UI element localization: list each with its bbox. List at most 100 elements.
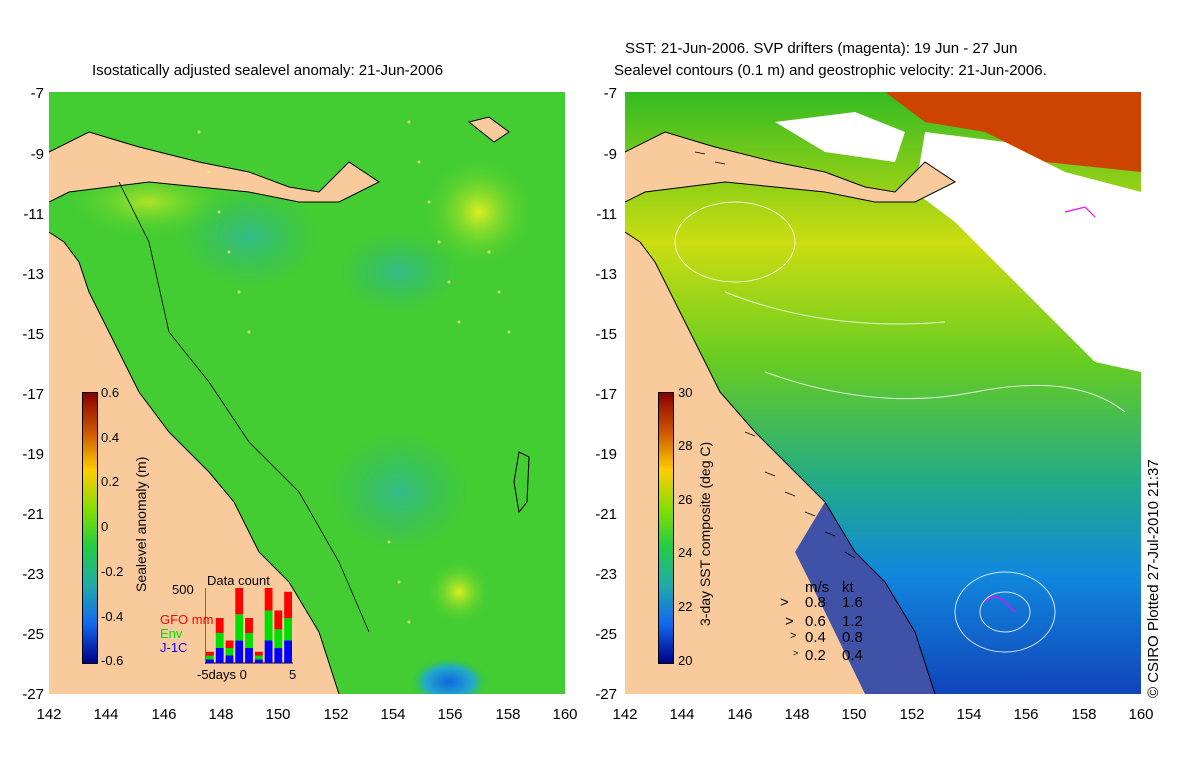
data-count-bar-env — [284, 618, 292, 641]
sst-tick: 30 — [678, 385, 693, 400]
data-count-xlabel: -5days 0 — [197, 667, 247, 682]
velocity-arrow-icon: > — [790, 630, 797, 642]
sst-tick: 24 — [678, 545, 693, 560]
data-count-bar-gfo — [225, 640, 234, 648]
lon-tick: 146 — [151, 706, 177, 723]
sealevel-tick: 0.6 — [101, 385, 120, 400]
velocity-kt: 1.2 — [842, 613, 863, 630]
data-count-bar-gfo — [284, 591, 292, 619]
data-count-bar-gfo — [264, 588, 273, 611]
data-count-bar-j1c — [274, 648, 283, 663]
data-count-bar-env — [245, 633, 253, 648]
sst-tick: 28 — [678, 438, 693, 453]
velocity-arrow-icon: > — [785, 613, 794, 630]
lon-tick: 144 — [669, 706, 695, 723]
lat-tick: -23 — [22, 566, 44, 583]
velocity-ms: 0.4 — [805, 629, 826, 646]
lat-tick: -11 — [23, 206, 44, 223]
lon-tick: 160 — [552, 706, 578, 723]
env-label: Env — [160, 626, 183, 641]
sst-map — [625, 92, 1141, 694]
lat-tick: -23 — [595, 566, 617, 583]
velocity-header-ms: m/s — [805, 579, 830, 596]
data-count-bar-j1c — [264, 640, 273, 663]
data-count-bar-j1c — [245, 648, 253, 663]
data-count-ymax: 500 — [172, 582, 194, 597]
data-count-bar-env — [215, 633, 224, 648]
data-count-bar-gfo — [245, 618, 253, 633]
lat-tick: -9 — [603, 146, 617, 163]
sealevel-tick: 0 — [101, 519, 109, 534]
sealevel-tick: -0.4 — [101, 609, 124, 624]
lat-tick: -27 — [595, 686, 617, 703]
sst-tick: 22 — [678, 599, 693, 614]
plot-credit: © CSIRO Plotted 27-Jul-2010 21:37 — [1145, 459, 1162, 698]
lon-tick: 154 — [380, 706, 406, 723]
data-count-chart — [205, 588, 293, 664]
sst-tick: 26 — [678, 492, 693, 507]
sealevel-anomaly-map — [49, 92, 565, 694]
sst-tick: 20 — [678, 653, 693, 668]
lon-tick: 148 — [208, 706, 234, 723]
lon-tick: 144 — [93, 706, 119, 723]
lat-tick: -25 — [22, 626, 44, 643]
sealevel-map-graphic — [49, 92, 565, 694]
data-count-bar-gfo — [254, 651, 263, 656]
data-count-bar-env — [274, 629, 283, 649]
lon-tick: 156 — [1013, 706, 1039, 723]
data-count-bar-j1c — [206, 659, 214, 664]
lon-tick: 142 — [36, 706, 62, 723]
data-count-title: Data count — [207, 573, 270, 588]
sealevel-tick: 0.2 — [101, 474, 120, 489]
velocity-kt: 0.8 — [842, 629, 863, 646]
lat-tick: -19 — [595, 446, 617, 463]
data-count-bar-j1c — [215, 648, 224, 663]
sealevel-tick: -0.2 — [101, 564, 124, 579]
lon-tick: 158 — [1071, 706, 1097, 723]
lat-tick: -9 — [30, 146, 44, 163]
velocity-header-kt: kt — [842, 579, 854, 596]
right-map-title-line1: SST: 21-Jun-2006. SVP drifters (magenta)… — [625, 40, 1018, 57]
velocity-ms: 0.6 — [805, 613, 826, 630]
data-count-bar-j1c — [225, 655, 234, 663]
lon-tick: 156 — [437, 706, 463, 723]
data-count-bar-env — [235, 614, 244, 641]
data-count-bar-gfo — [206, 651, 214, 656]
left-map-title: Isostatically adjusted sealevel anomaly:… — [92, 62, 444, 79]
lon-tick: 152 — [899, 706, 925, 723]
lat-tick: -27 — [22, 686, 44, 703]
lat-tick: -19 — [22, 446, 44, 463]
data-count-bar-j1c — [254, 659, 263, 664]
lat-tick: -11 — [596, 206, 617, 223]
sealevel-tick: 0.4 — [101, 430, 120, 445]
lon-tick: 142 — [612, 706, 638, 723]
data-count-bar-env — [264, 610, 273, 641]
lon-tick: 152 — [323, 706, 349, 723]
lat-tick: -21 — [22, 506, 44, 523]
data-count-bar-gfo — [235, 588, 244, 615]
sealevel-tick: -0.6 — [101, 653, 124, 668]
lon-tick: 150 — [265, 706, 291, 723]
data-count-xend: 5 — [289, 667, 297, 682]
data-count-bar-env — [206, 655, 214, 660]
lat-tick: -17 — [22, 386, 44, 403]
velocity-kt: 0.4 — [842, 647, 863, 664]
lat-tick: -13 — [22, 266, 44, 283]
velocity-arrow-icon: > — [780, 594, 789, 611]
velocity-arrow-icon: > — [793, 648, 799, 658]
lon-tick: 154 — [956, 706, 982, 723]
data-count-bar-j1c — [284, 640, 292, 663]
lon-tick: 146 — [727, 706, 753, 723]
data-count-bar-gfo — [274, 610, 283, 630]
lat-tick: -7 — [30, 85, 44, 102]
data-count-bar-gfo — [215, 618, 224, 633]
velocity-ms: 0.2 — [805, 647, 826, 664]
lon-tick: 160 — [1128, 706, 1154, 723]
lat-tick: -17 — [595, 386, 617, 403]
lat-tick: -15 — [595, 326, 617, 343]
sealevel-colorbar — [82, 392, 98, 664]
data-count-bar-j1c — [235, 640, 244, 663]
right-map-title-line2: Sealevel contours (0.1 m) and geostrophi… — [614, 62, 1047, 79]
velocity-ms: 0.8 — [805, 594, 826, 611]
lat-tick: -15 — [22, 326, 44, 343]
